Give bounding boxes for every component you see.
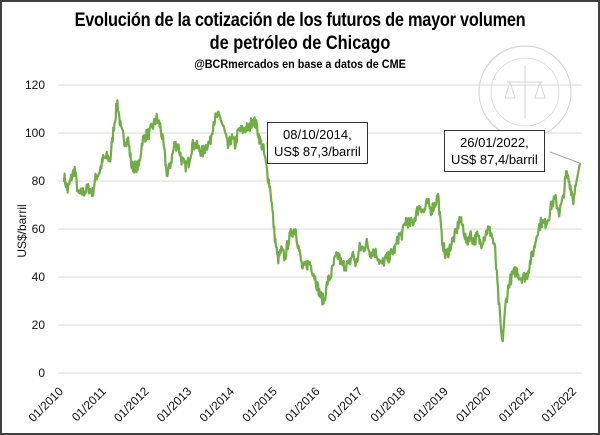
annotation-leader-line (549, 151, 581, 164)
series-line (62, 99, 582, 343)
x-tick-label: 01/2013 (154, 384, 195, 425)
y-tick-label: 40 (32, 270, 46, 284)
x-tick-label: 01/2019 (410, 384, 451, 425)
x-tick-label: 01/2016 (282, 384, 323, 425)
y-tick-label: 60 (32, 222, 46, 236)
y-axis-label: US$/barril (15, 204, 29, 257)
y-tick-label: 100 (25, 126, 45, 140)
annotation-price: US$ 87,3/barril (274, 144, 361, 159)
x-tick-label: 01/2022 (539, 384, 580, 425)
annotation-price: US$ 87,4/barril (451, 152, 538, 167)
chart-subtitle: @BCRmercados en base a datos de CME (194, 57, 406, 71)
annotation-2014: 08/10/2014, US$ 87,3/barril (267, 122, 368, 164)
watermark-seal-logo (478, 45, 572, 139)
x-tick-label: 01/2021 (496, 384, 537, 425)
x-tick-label: 01/2012 (111, 384, 152, 425)
y-tick-label: 20 (32, 318, 46, 332)
x-tick-label: 01/2017 (325, 384, 366, 425)
x-tick-label: 01/2020 (453, 384, 494, 425)
x-tick-label: 01/2018 (368, 384, 409, 425)
x-tick-label: 01/2010 (26, 384, 67, 425)
chart-title-line2: de petróleo de Chicago (209, 33, 391, 54)
y-tick-label: 0 (38, 366, 45, 380)
annotation-2022: 26/01/2022, US$ 87,4/barril (444, 130, 545, 172)
y-tick-label: 120 (25, 78, 45, 92)
x-tick-label: 01/2015 (239, 384, 280, 425)
x-tick-label: 01/2011 (69, 384, 109, 424)
chart-title: Evolución de la cotización de los futuro… (74, 10, 526, 31)
annotation-date: 26/01/2022, (460, 135, 529, 150)
x-tick-label: 01/2014 (197, 384, 238, 425)
annotation-date: 08/10/2014, (283, 127, 352, 142)
y-tick-label: 80 (32, 174, 46, 188)
